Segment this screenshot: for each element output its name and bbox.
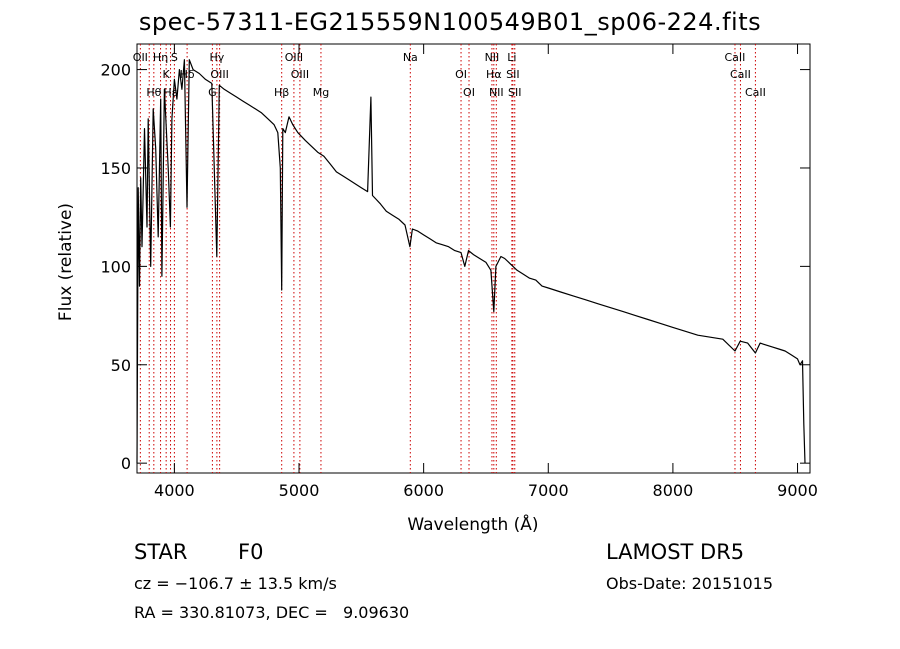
line-label: Hε (163, 86, 177, 99)
line-label: CaII (745, 86, 766, 99)
line-label: CaII (725, 51, 746, 64)
plot-frame (136, 43, 811, 474)
line-label: Hβ (274, 86, 289, 99)
line-label: Hγ (209, 51, 224, 64)
axes: 4000 5000 6000 7000 8000 9000 0 50 100 150 200 (100, 44, 818, 500)
line-label: Na (403, 51, 418, 64)
line-label: G (208, 86, 217, 99)
x-axis-label: Wavelength (Å) (407, 513, 538, 535)
line-label: NII (489, 86, 504, 99)
y-tick-label: 0 (121, 454, 131, 473)
line-label: OI (463, 86, 475, 99)
chart-title: spec-57311-EG215559N100549B01_sp06-224.f… (138, 8, 762, 36)
x-tick-label: 7000 (528, 481, 569, 500)
x-tick-label: 8000 (653, 481, 694, 500)
line-label: Hδ (180, 68, 195, 81)
y-tick-label: 50 (111, 356, 131, 375)
line-label: S (171, 51, 178, 64)
line-label: OIII (285, 51, 303, 64)
x-tick-label: 5000 (279, 481, 320, 500)
x-tick-label: 6000 (403, 481, 444, 500)
spectrum-series (136, 59, 806, 464)
x-tick-label: 4000 (154, 481, 195, 500)
line-label: OI (455, 68, 467, 81)
line-label: OIII (210, 68, 228, 81)
line-label: K (163, 68, 171, 81)
coordinates-readout: RA = 330.81073, DEC = 9.09630 (134, 603, 410, 622)
line-label: NII (485, 51, 500, 64)
x-tick-label: 9000 (777, 481, 818, 500)
line-label: Hθ (146, 86, 161, 99)
line-label: Hη (153, 51, 168, 64)
line-label: SII (506, 68, 519, 81)
line-label: OIII (291, 68, 309, 81)
line-labels: OIIHθHηKHεSHδGHγOIIIHβOIIIOIIIMgNaOIOINI… (133, 51, 766, 99)
spectrum-line-0 (136, 59, 806, 464)
y-axis-label: Flux (relative) (56, 203, 76, 321)
line-label: SII (508, 86, 521, 99)
obs-date: Obs-Date: 20151015 (606, 574, 774, 593)
y-tick-label: 100 (100, 257, 131, 276)
line-label: Li (507, 51, 516, 64)
redshift-readout: cz = −106.7 ± 13.5 km/s (134, 574, 337, 593)
line-label: OII (133, 51, 148, 64)
survey-name: LAMOST DR5 (606, 540, 745, 564)
line-markers (139, 44, 756, 473)
object-subclass: F0 (238, 540, 264, 564)
line-label: Mg (313, 86, 329, 99)
y-tick-label: 150 (100, 159, 131, 178)
y-tick-label: 200 (100, 61, 131, 80)
object-class: STAR (134, 540, 188, 564)
line-label: CaII (730, 68, 751, 81)
line-label: Hα (486, 68, 502, 81)
